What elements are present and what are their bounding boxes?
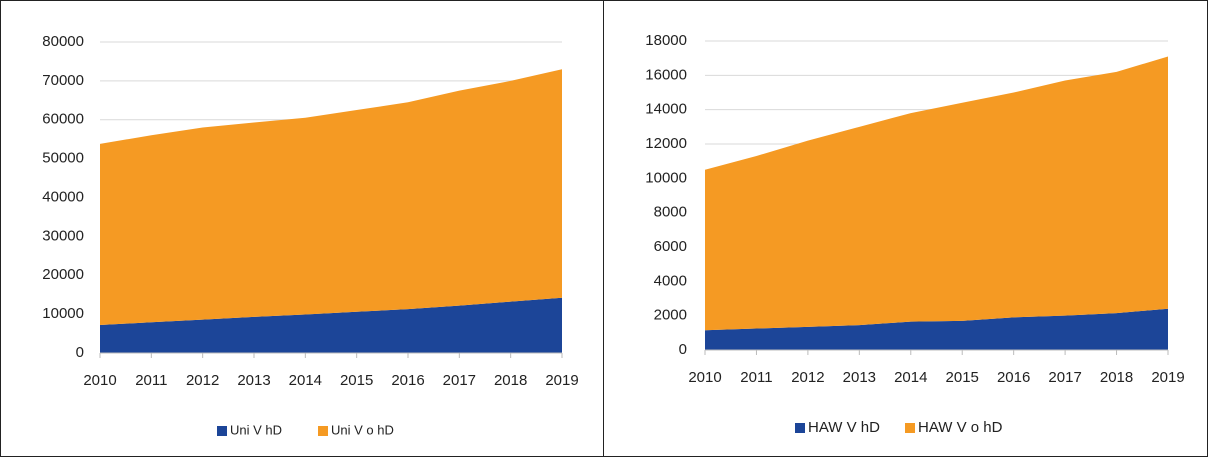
x-tick-label: 2018 [494,372,527,389]
y-tick-label: 20000 [42,266,84,283]
y-tick-label: 18000 [645,32,687,49]
x-tick-label: 2010 [688,369,721,386]
x-tick-label: 2012 [186,372,219,389]
x-tick-label: 2017 [1048,369,1081,386]
y-tick-label: 70000 [42,72,84,89]
x-tick-label: 2015 [946,369,979,386]
legend-swatch [318,426,328,436]
y-tick-label: 0 [76,344,84,361]
y-tick-label: 12000 [645,135,687,152]
legend-label: Uni V o hD [331,422,394,437]
y-tick-label: 8000 [654,204,687,221]
y-tick-label: 80000 [42,33,84,50]
x-tick-label: 2014 [894,369,927,386]
y-tick-label: 2000 [654,307,687,324]
x-tick-label: 2018 [1100,369,1133,386]
legend-swatch [905,423,915,433]
x-tick-label: 2019 [1151,369,1184,386]
x-tick-label: 2014 [289,372,322,389]
x-tick-label: 2019 [545,372,578,389]
y-tick-label: 6000 [654,238,687,255]
legend-swatch [217,426,227,436]
area [705,56,1168,331]
area [100,69,562,326]
y-tick-label: 0 [679,341,687,358]
legend-label: HAW V hD [808,419,880,436]
y-tick-label: 30000 [42,227,84,244]
area [705,308,1168,350]
y-tick-label: 40000 [42,188,84,205]
x-tick-label: 2015 [340,372,373,389]
x-tick-label: 2012 [791,369,824,386]
legend-label: HAW V o hD [918,419,1003,436]
x-tick-label: 2011 [740,369,772,386]
x-tick-label: 2010 [83,372,116,389]
y-tick-label: 4000 [654,272,687,289]
x-tick-label: 2011 [135,372,167,389]
y-tick-label: 60000 [42,111,84,128]
x-tick-label: 2016 [391,372,424,389]
x-tick-label: 2016 [997,369,1030,386]
x-tick-label: 2013 [843,369,876,386]
y-tick-label: 10000 [645,169,687,186]
area [100,297,562,353]
y-tick-label: 16000 [645,66,687,83]
y-tick-label: 14000 [645,101,687,118]
legend-label: Uni V hD [230,422,282,437]
y-tick-label: 50000 [42,150,84,167]
x-tick-label: 2017 [443,372,476,389]
x-tick-label: 2013 [237,372,270,389]
legend-swatch [795,423,805,433]
y-tick-label: 10000 [42,305,84,322]
